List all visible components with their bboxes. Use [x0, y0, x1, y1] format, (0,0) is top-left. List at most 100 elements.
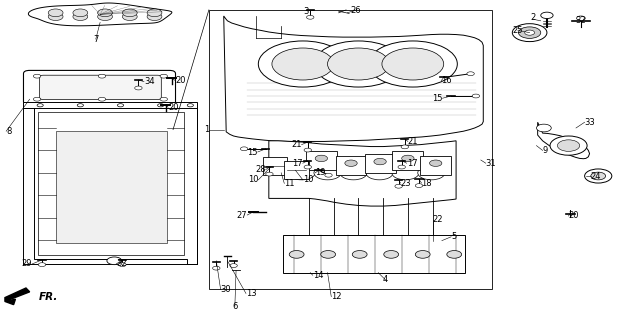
Circle shape [314, 41, 403, 87]
Circle shape [321, 251, 336, 258]
Text: 32: 32 [575, 16, 586, 25]
Circle shape [536, 124, 551, 132]
Text: 28: 28 [255, 165, 266, 174]
Text: 15: 15 [247, 148, 258, 156]
Circle shape [401, 145, 408, 149]
Circle shape [107, 257, 122, 265]
Text: 33: 33 [585, 118, 595, 127]
Circle shape [73, 9, 88, 17]
Polygon shape [23, 102, 197, 108]
Circle shape [122, 13, 137, 20]
Polygon shape [38, 112, 184, 255]
Text: 13: 13 [246, 289, 256, 298]
Text: 10: 10 [248, 175, 258, 184]
Text: 34: 34 [144, 77, 154, 86]
Circle shape [289, 251, 304, 258]
Circle shape [366, 166, 393, 180]
Polygon shape [224, 16, 483, 141]
Circle shape [272, 48, 334, 80]
Circle shape [345, 160, 357, 166]
Circle shape [160, 74, 167, 78]
Polygon shape [5, 299, 15, 305]
Circle shape [160, 97, 167, 101]
Text: 22: 22 [433, 215, 443, 224]
Text: 16: 16 [441, 76, 452, 85]
Text: 21: 21 [408, 137, 418, 146]
Text: 32: 32 [116, 260, 127, 268]
Circle shape [340, 166, 367, 180]
Circle shape [187, 104, 193, 107]
Polygon shape [5, 288, 30, 301]
Circle shape [266, 172, 273, 176]
Circle shape [315, 155, 328, 162]
Text: 6: 6 [232, 302, 237, 311]
Text: 14: 14 [313, 271, 323, 280]
Circle shape [48, 9, 63, 17]
Circle shape [304, 165, 311, 169]
Circle shape [519, 27, 541, 38]
Text: 18: 18 [421, 179, 432, 188]
Circle shape [38, 263, 46, 267]
Text: 19: 19 [315, 168, 326, 177]
Text: 8: 8 [6, 127, 12, 136]
Text: 21: 21 [291, 140, 302, 149]
Bar [306, 151, 337, 170]
Text: 31: 31 [486, 159, 496, 168]
Circle shape [430, 160, 442, 166]
FancyBboxPatch shape [23, 70, 176, 105]
Circle shape [467, 72, 474, 76]
Polygon shape [538, 122, 590, 159]
Text: 5: 5 [451, 232, 456, 241]
Bar [263, 157, 287, 175]
Text: 17: 17 [407, 159, 417, 168]
Bar [284, 161, 309, 179]
Text: 15: 15 [432, 94, 442, 103]
Circle shape [525, 30, 535, 35]
Circle shape [541, 12, 553, 19]
Circle shape [122, 9, 137, 17]
Text: 7: 7 [93, 35, 98, 44]
Circle shape [135, 86, 142, 90]
Text: 9: 9 [543, 146, 548, 155]
Text: 2: 2 [530, 13, 535, 22]
Circle shape [585, 169, 612, 183]
Circle shape [117, 104, 124, 107]
Circle shape [37, 104, 43, 107]
Circle shape [304, 148, 311, 152]
Circle shape [213, 266, 220, 270]
Circle shape [48, 13, 63, 20]
Circle shape [33, 74, 41, 78]
Bar [420, 156, 451, 175]
Text: 4: 4 [383, 276, 388, 284]
Text: 27: 27 [237, 211, 247, 220]
Polygon shape [23, 108, 197, 264]
Text: 1: 1 [204, 125, 209, 134]
Text: 20: 20 [569, 212, 579, 220]
Circle shape [374, 158, 386, 165]
Circle shape [33, 97, 41, 101]
Circle shape [512, 24, 547, 42]
Text: 12: 12 [331, 292, 342, 301]
Circle shape [98, 74, 106, 78]
Circle shape [325, 173, 332, 177]
Text: 17: 17 [292, 159, 303, 168]
Circle shape [73, 13, 88, 20]
Bar [392, 151, 423, 170]
Circle shape [352, 251, 367, 258]
Circle shape [158, 104, 164, 107]
Circle shape [402, 155, 414, 162]
Text: 23: 23 [400, 179, 411, 188]
Circle shape [328, 48, 389, 80]
Bar [365, 154, 396, 173]
Circle shape [98, 97, 106, 101]
Circle shape [382, 48, 444, 80]
Text: 25: 25 [513, 26, 523, 35]
Circle shape [368, 41, 457, 87]
Circle shape [557, 140, 580, 151]
Text: 20: 20 [176, 76, 186, 85]
Text: 20: 20 [168, 103, 179, 112]
Circle shape [395, 184, 402, 188]
Circle shape [288, 166, 315, 180]
Text: 29: 29 [22, 260, 32, 268]
Text: 10: 10 [303, 175, 313, 184]
